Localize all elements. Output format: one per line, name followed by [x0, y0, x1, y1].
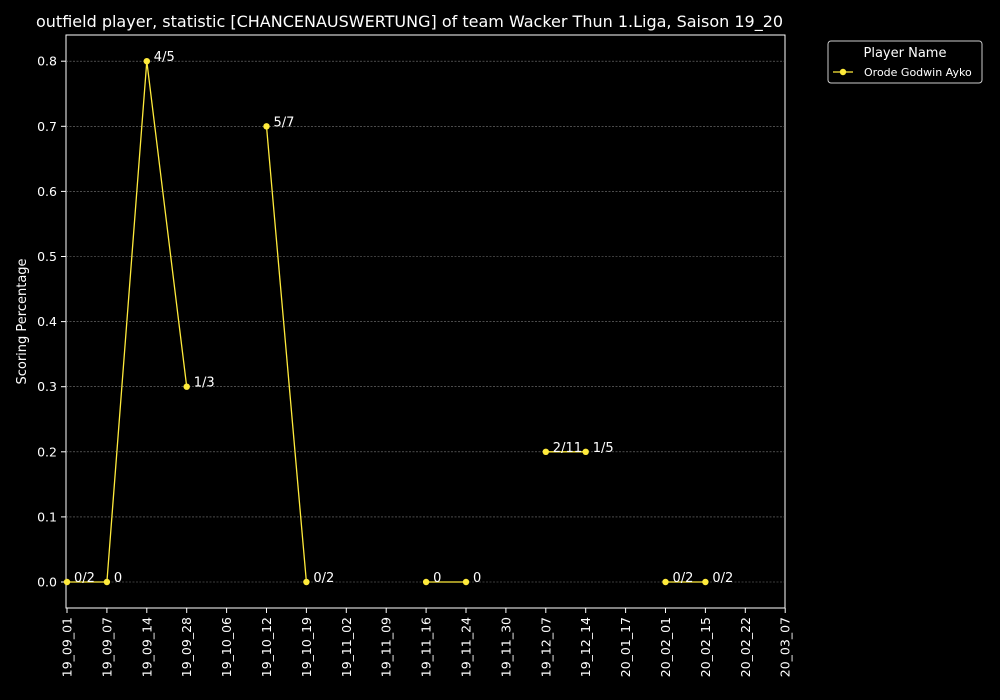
data-label: 0: [114, 571, 122, 586]
data-label: 0/2: [673, 571, 694, 586]
y-tick-label: 0.2: [37, 444, 57, 459]
legend-entry-label: Orode Godwin Ayko: [864, 66, 972, 79]
data-point[interactable]: [303, 578, 310, 586]
data-label: 1/3: [194, 376, 215, 391]
data-label: 0: [433, 571, 441, 586]
x-tick-label: 19_11_30: [498, 617, 513, 677]
series-layer: 0/2 0 4/5 1/3 5/7 0/2 0 0 2/11 1/5 0/2 0/2: [63, 50, 733, 586]
data-label: 0: [473, 571, 481, 586]
x-tick-label: 19_11_09: [379, 617, 394, 677]
data-label: 0/2: [712, 571, 733, 586]
chart-title: outfield player, statistic [CHANCENAUSWE…: [36, 12, 783, 32]
y-tick-label: 0.7: [37, 119, 57, 134]
x-tick-label: 19_11_16: [419, 617, 434, 677]
x-tick-label: 19_10_19: [299, 617, 314, 677]
data-label: 1/5: [593, 441, 614, 456]
series-line: 0/2 0 4/5 1/3 5/7 0/2 0 0 2/11 1/5 0/2 0/2: [63, 50, 733, 586]
x-tick-label: 20_02_15: [698, 617, 713, 677]
data-point[interactable]: [662, 578, 669, 586]
data-point[interactable]: [63, 578, 71, 586]
x-tick-label: 19_11_02: [339, 617, 354, 677]
y-tick-label: 0.1: [37, 509, 57, 524]
data-label: 0/2: [74, 571, 95, 586]
legend-title: Player Name: [864, 46, 947, 61]
x-tick-label: 19_11_24: [459, 617, 474, 677]
legend-marker: [839, 68, 847, 76]
y-tick-label: 0.0: [37, 575, 57, 590]
data-label: 4/5: [154, 50, 175, 65]
x-axis: 19_09_01 19_09_07 19_09_14 19_09_28 19_10_06…: [60, 608, 793, 677]
data-label: 0/2: [313, 571, 334, 586]
data-label: 5/7: [274, 115, 295, 130]
x-tick-label: 20_01_17: [618, 617, 633, 677]
y-tick-label: 0.3: [37, 379, 57, 394]
grid: [66, 60, 785, 583]
y-tick-label: 0.5: [37, 249, 57, 264]
x-tick-label: 19_09_01: [60, 617, 75, 677]
x-tick-label: 19_09_14: [139, 617, 154, 677]
data-point[interactable]: [582, 448, 589, 455]
x-tick-label: 19_10_12: [259, 617, 274, 677]
legend-entries: Orode Godwin Ayko: [833, 66, 972, 79]
y-axis: 0.0 0.1 0.2 0.3 0.4 0.5 0.6 0.7 0.8: [37, 54, 66, 590]
y-tick-label: 0.8: [37, 54, 57, 69]
legend-box: [827, 40, 983, 84]
y-axis-label: Scoring Percentage: [15, 258, 30, 384]
x-tick-label: 19_09_07: [99, 617, 114, 677]
data-point[interactable]: [702, 578, 709, 586]
x-tick-label: 19_12_14: [578, 617, 593, 677]
plot-frame: [65, 34, 786, 609]
x-tick-label: 19_09_28: [179, 617, 194, 677]
x-tick-label: 20_03_07: [778, 617, 793, 677]
data-point[interactable]: [143, 58, 150, 65]
data-point[interactable]: [422, 578, 430, 586]
data-label: 2/11: [553, 441, 582, 456]
y-tick-label: 0.6: [37, 184, 57, 199]
data-point[interactable]: [263, 123, 270, 130]
x-tick-label: 19_10_06: [219, 617, 234, 677]
series-segment: [265, 126, 308, 583]
y-tick-label: 0.4: [37, 314, 57, 329]
legend[interactable]: Player Name Orode Godwin Ayko: [827, 40, 983, 84]
data-point[interactable]: [462, 578, 470, 586]
series-segment: [67, 61, 188, 583]
data-point[interactable]: [542, 448, 549, 455]
data-point[interactable]: [103, 578, 111, 586]
x-tick-label: 20_02_22: [738, 617, 753, 677]
x-tick-label: 20_02_01: [658, 617, 673, 677]
data-point[interactable]: [183, 383, 190, 390]
x-tick-label: 19_12_07: [538, 617, 553, 677]
